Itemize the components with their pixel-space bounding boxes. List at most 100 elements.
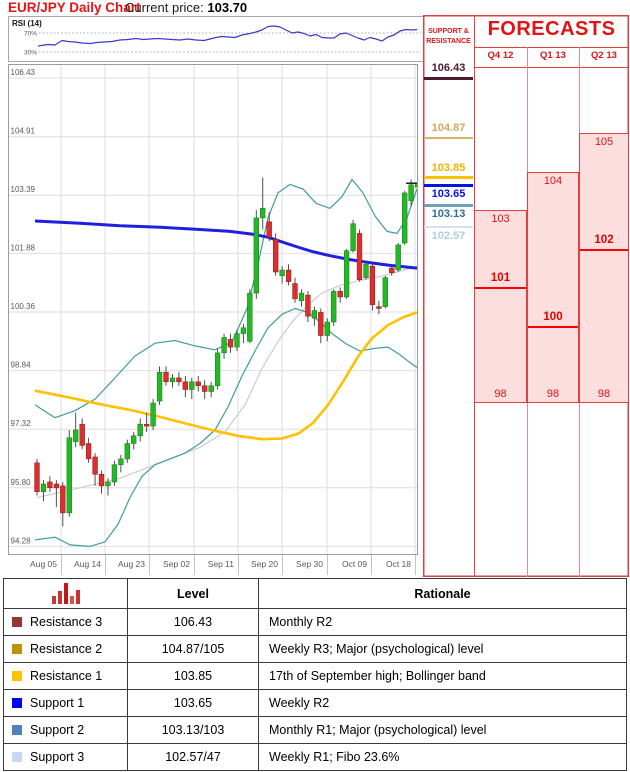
rsi-label: RSI (14) [12,19,42,28]
candle-down [376,306,382,309]
candle-down [292,283,298,300]
x-axis-label: Sep 11 [207,559,234,569]
candlestick-chart: 106.43 104.91 103.39 101.88 100.36 98.84 97.32… [8,64,418,555]
name-cell: Support 1 [3,689,128,717]
x-axis-tick [105,555,106,575]
forecast-range-box: 105 102 98 [579,133,629,403]
x-axis-tick [194,555,195,575]
forecast-top-value: 103 [491,213,510,226]
table-header-row: Level Rationale [3,578,627,609]
candle-down [273,238,279,273]
candle-up [150,402,156,427]
candle-down [79,423,85,446]
y-axis-label: 98.84 [11,361,32,370]
rsi-line [37,25,418,47]
ma-gray-line [36,265,418,499]
level-value-cell: 106.43 [127,608,259,636]
candle-down [318,312,324,336]
x-axis-label: Oct 09 [341,559,367,569]
candle-down [369,265,376,305]
sr-level-line [424,204,473,207]
forecast-mid-line [580,248,628,251]
forecasts-title: FORECASTS [487,18,616,40]
candle-down [47,481,53,489]
forecast-panel: SUPPORT & RESISTANCE FORECASTS Q4 12 103 1… [423,15,629,577]
candle-up [189,381,195,390]
icon-cell [3,578,128,609]
level-name: Resistance 2 [30,642,103,656]
x-axis-label: Aug 05 [30,559,57,569]
forecast-quarter-label: Q2 13 [591,50,617,61]
forecast-bottom-value: 98 [546,387,560,400]
sr-level-line [424,176,473,179]
ma-blue-line [34,219,418,270]
level-value-cell: 103.13/103 [127,716,259,744]
level-name: Support 2 [30,723,85,737]
candle-down [305,294,311,317]
level-value-cell: 103.85 [127,662,259,690]
candle-down [195,381,201,386]
y-axis-label: 100.36 [11,302,36,311]
candle-down [285,269,292,282]
candle-down [176,377,182,383]
forecast-range-box: 103 101 98 [474,210,527,403]
x-axis-label: Aug 23 [118,559,145,569]
level-value-cell: 102.57/47 [127,743,259,771]
rationale-cell: Monthly R1; Major (psychological) level [258,716,627,744]
forecast-top-value: 104 [543,174,563,187]
name-cell: Resistance 2 [3,635,128,663]
candle-up [208,385,214,392]
table-row: Resistance 2 104.87/105 Weekly R3; Major (… [3,635,627,663]
level-value-cell: 104.87/105 [127,635,259,663]
x-axis-tick [282,555,283,575]
table-row: Support 3 102.57/47 Weekly R1; Fibo 23.6% [3,743,627,771]
candle-up [350,223,356,251]
x-axis-tick [61,555,62,575]
level-name: Resistance 3 [30,615,103,629]
y-axis-label: 97.32 [11,419,32,428]
x-axis-tick [238,555,239,575]
forecast-quarter-label: Q4 12 [487,50,514,61]
bollinger-lower-line [34,307,418,547]
x-axis-label: Oct 18 [385,559,411,569]
level-color-swatch [12,671,22,681]
candle-up [111,464,118,483]
forecast-range-box: 104 100 98 [527,171,579,403]
current-price-value: 103.70 [207,0,248,15]
candle-up [311,310,318,319]
table-row: Support 2 103.13/103 Monthly R1; Major (ps… [3,716,627,744]
level-name: Resistance 1 [30,669,103,683]
candle-down [202,385,208,392]
candle-up [66,437,72,514]
page-title: EUR/JPY Daily Chart [8,0,141,15]
candle-up [279,269,285,277]
candle-up [105,481,111,487]
level-name: Support 1 [30,696,85,710]
rationale-cell: Weekly R1; Fibo 23.6% [258,743,627,771]
level-value-cell: 103.65 [127,689,259,717]
chart-border [8,64,418,555]
y-axis-label: 94.28 [11,536,32,545]
candle-down [60,485,66,514]
forecast-mid-value: 100 [543,310,563,323]
candle-up [137,423,143,437]
candle-down [34,462,40,492]
sr-level-label: 103.65 [431,188,466,201]
candle-up [221,337,227,354]
candle-up [331,290,337,323]
x-axis-label: Sep 20 [251,559,278,569]
forecast-header-line2 [474,67,629,69]
candle-up [156,371,163,402]
candle-up [234,333,240,348]
candle-up [402,192,408,244]
candle-up [214,352,221,386]
forecast-mid-value: 102 [594,233,614,246]
candle-up [240,327,247,334]
y-axis-label: 95.80 [11,478,32,487]
candle-up [363,263,369,278]
sr-level-line [424,76,473,80]
forecast-bottom-value: 98 [494,387,507,400]
sr-level-line [424,225,473,229]
candle-down [85,443,92,460]
